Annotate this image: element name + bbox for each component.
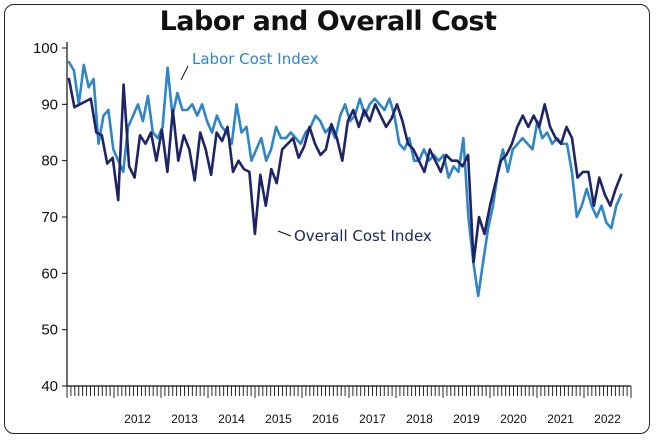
x-tick-label: 2019 (453, 412, 480, 426)
series-group (67, 60, 623, 298)
x-tick-label: 2018 (406, 412, 433, 426)
labor-cost-index-line (67, 60, 623, 298)
overall-series-label: Overall Cost Index (294, 227, 432, 245)
x-tick-label: 2020 (500, 412, 527, 426)
y-tick-label: 100 (33, 40, 58, 57)
x-tick-label: 2013 (171, 412, 198, 426)
x-axis: 2012 2013 2014 2015 2016 2017 2018 2019 2020 2021… (66, 385, 632, 426)
annotations: Labor Cost Index Overall Cost Index (180, 50, 432, 245)
x-tick-label: 2012 (124, 412, 151, 426)
labor-label-leader (180, 65, 189, 81)
x-tick-label: 2022 (594, 412, 621, 426)
x-tick-label: 2021 (547, 412, 574, 426)
x-tick-label: 2017 (359, 412, 386, 426)
x-tick-label: 2014 (218, 412, 245, 426)
y-tick-label: 50 (41, 322, 58, 339)
y-axis: 40 50 60 70 80 90 100 (33, 40, 68, 395)
y-tick-label: 40 (41, 378, 58, 395)
overall-cost-index-line (67, 77, 623, 264)
y-tick-label: 80 (41, 153, 58, 170)
y-tick-label: 60 (41, 265, 58, 282)
chart-title: Labor and Overall Cost (159, 6, 497, 37)
chart-frame (4, 4, 650, 434)
x-tick-label: 2015 (265, 412, 292, 426)
overall-label-leader (277, 230, 292, 237)
y-tick-label: 90 (41, 96, 58, 113)
y-tick-label: 70 (41, 209, 58, 226)
x-tick-label: 2016 (312, 412, 339, 426)
labor-series-label: Labor Cost Index (192, 50, 319, 68)
